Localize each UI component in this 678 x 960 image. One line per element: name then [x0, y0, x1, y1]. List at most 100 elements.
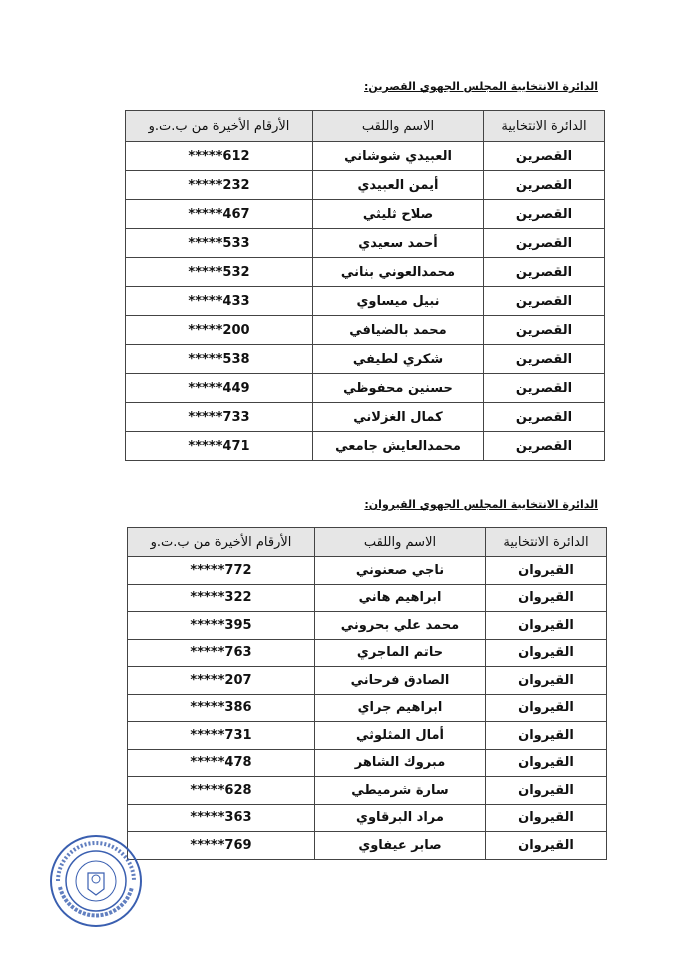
- circonscription-cell: القيروان: [485, 556, 607, 585]
- circonscription-cell: القيروان: [485, 776, 607, 805]
- table-row: القيروان سارة شرميطي *****628: [127, 776, 607, 805]
- id-digits-cell: *****731: [127, 721, 315, 750]
- candidate-name-cell: العبيدي شوشاني: [312, 141, 484, 171]
- table-row: القيروان الصادق فرحاني *****207: [127, 666, 607, 695]
- table-row: القصرين نبيل ميساوي *****433: [125, 286, 605, 316]
- candidate-name-cell: صلاح ثليثي: [312, 199, 484, 229]
- id-digits-cell: *****363: [127, 803, 315, 832]
- id-digits-cell: *****386: [127, 693, 315, 722]
- id-digits-cell: *****533: [125, 228, 313, 258]
- table-row: القيروان ابراهيم جراي *****386: [127, 693, 607, 722]
- candidate-name-cell: محمدالعوني بناني: [312, 257, 484, 287]
- id-digits-cell: *****471: [125, 431, 313, 461]
- circonscription-cell: القيروان: [485, 638, 607, 667]
- header-circonscription: الدائرة الانتخابية: [485, 527, 607, 557]
- table-row: القيروان مراد البرقاوي *****363: [127, 803, 607, 832]
- id-digits-cell: *****532: [125, 257, 313, 287]
- circonscription-cell: القيروان: [485, 721, 607, 750]
- candidate-name-cell: حسنين محفوظي: [312, 373, 484, 403]
- section-heading-kasserine: الدائرة الانتخابية المجلس الجهوي القصرين…: [364, 80, 598, 93]
- candidate-name-cell: مبروك الشاهر: [314, 748, 486, 777]
- table-row: القيروان أمال المثلوثي *****731: [127, 721, 607, 750]
- circonscription-cell: القصرين: [483, 228, 605, 258]
- id-digits-cell: *****478: [127, 748, 315, 777]
- circonscription-cell: القصرين: [483, 199, 605, 229]
- table-row: القيروان محمد علي بحروني *****395: [127, 611, 607, 640]
- id-digits-cell: *****449: [125, 373, 313, 403]
- table-row: القصرين أيمن العبيدي *****232: [125, 170, 605, 200]
- candidate-name-cell: ناجي صعنوني: [314, 556, 486, 585]
- id-digits-cell: *****232: [125, 170, 313, 200]
- header-circonscription: الدائرة الانتخابية: [483, 110, 605, 142]
- table-row: القصرين محمدالعايش جامعي *****471: [125, 431, 605, 461]
- header-name: الاسم واللقب: [312, 110, 484, 142]
- id-digits-cell: *****395: [127, 611, 315, 640]
- id-digits-cell: *****763: [127, 638, 315, 667]
- table-row: القيروان صابر عيفاوي *****769: [127, 831, 607, 860]
- candidate-name-cell: محمد علي بحروني: [314, 611, 486, 640]
- header-name: الاسم واللقب: [314, 527, 486, 557]
- circonscription-cell: القصرين: [483, 344, 605, 374]
- candidate-name-cell: أمال المثلوثي: [314, 721, 486, 750]
- official-stamp-seal: [50, 835, 142, 927]
- table-row: القصرين كمال الغزلاني *****733: [125, 402, 605, 432]
- circonscription-cell: القيروان: [485, 803, 607, 832]
- id-digits-cell: *****612: [125, 141, 313, 171]
- candidate-name-cell: الصادق فرحاني: [314, 666, 486, 695]
- circonscription-cell: القيروان: [485, 611, 607, 640]
- kasserine-candidates-table: الدائرة الانتخابية الاسم واللقب الأرقام …: [125, 110, 605, 461]
- table-row: القيروان ناجي صعنوني *****772: [127, 556, 607, 585]
- circonscription-cell: القصرين: [483, 373, 605, 403]
- candidate-name-cell: حاتم الماجري: [314, 638, 486, 667]
- circonscription-cell: القصرين: [483, 402, 605, 432]
- header-id-digits: الأرقام الأخيرة من ب.ت.و: [127, 527, 315, 557]
- candidate-name-cell: نبيل ميساوي: [312, 286, 484, 316]
- table-row: القصرين أحمد سعيدي *****533: [125, 228, 605, 258]
- id-digits-cell: *****733: [125, 402, 313, 432]
- candidate-name-cell: محمد بالضيافي: [312, 315, 484, 345]
- circonscription-cell: القصرين: [483, 257, 605, 287]
- candidate-name-cell: صابر عيفاوي: [314, 831, 486, 860]
- candidate-name-cell: ابراهيم هاني: [314, 583, 486, 612]
- table-header-row: الدائرة الانتخابية الاسم واللقب الأرقام …: [127, 527, 607, 557]
- id-digits-cell: *****207: [127, 666, 315, 695]
- circonscription-cell: القصرين: [483, 141, 605, 171]
- candidate-name-cell: سارة شرميطي: [314, 776, 486, 805]
- table-row: القصرين محمد بالضيافي *****200: [125, 315, 605, 345]
- table-row: القصرين شكري لطيفي *****538: [125, 344, 605, 374]
- candidate-name-cell: أحمد سعيدي: [312, 228, 484, 258]
- table-header-row: الدائرة الانتخابية الاسم واللقب الأرقام …: [125, 110, 605, 142]
- circonscription-cell: القصرين: [483, 170, 605, 200]
- candidate-name-cell: أيمن العبيدي: [312, 170, 484, 200]
- table-row: القصرين محمدالعوني بناني *****532: [125, 257, 605, 287]
- id-digits-cell: *****467: [125, 199, 313, 229]
- id-digits-cell: *****772: [127, 556, 315, 585]
- table-row: القيروان حاتم الماجري *****763: [127, 638, 607, 667]
- circonscription-cell: القصرين: [483, 286, 605, 316]
- section-heading-kairouan: الدائرة الانتخابية المجلس الجهوي القيروا…: [364, 498, 598, 511]
- circonscription-cell: القيروان: [485, 748, 607, 777]
- table-row: القيروان مبروك الشاهر *****478: [127, 748, 607, 777]
- kairouan-candidates-table: الدائرة الانتخابية الاسم واللقب الأرقام …: [127, 527, 607, 860]
- candidate-name-cell: محمدالعايش جامعي: [312, 431, 484, 461]
- candidate-name-cell: مراد البرقاوي: [314, 803, 486, 832]
- id-digits-cell: *****433: [125, 286, 313, 316]
- circonscription-cell: القيروان: [485, 666, 607, 695]
- header-id-digits: الأرقام الأخيرة من ب.ت.و: [125, 110, 313, 142]
- table-row: القصرين صلاح ثليثي *****467: [125, 199, 605, 229]
- table-row: القصرين حسنين محفوظي *****449: [125, 373, 605, 403]
- id-digits-cell: *****769: [127, 831, 315, 860]
- id-digits-cell: *****628: [127, 776, 315, 805]
- circonscription-cell: القصرين: [483, 431, 605, 461]
- circonscription-cell: القصرين: [483, 315, 605, 345]
- circonscription-cell: القيروان: [485, 831, 607, 860]
- table-row: القيروان ابراهيم هاني *****322: [127, 583, 607, 612]
- circonscription-cell: القيروان: [485, 693, 607, 722]
- id-digits-cell: *****200: [125, 315, 313, 345]
- id-digits-cell: *****538: [125, 344, 313, 374]
- candidate-name-cell: كمال الغزلاني: [312, 402, 484, 432]
- id-digits-cell: *****322: [127, 583, 315, 612]
- table-row: القصرين العبيدي شوشاني *****612: [125, 141, 605, 171]
- candidate-name-cell: ابراهيم جراي: [314, 693, 486, 722]
- circonscription-cell: القيروان: [485, 583, 607, 612]
